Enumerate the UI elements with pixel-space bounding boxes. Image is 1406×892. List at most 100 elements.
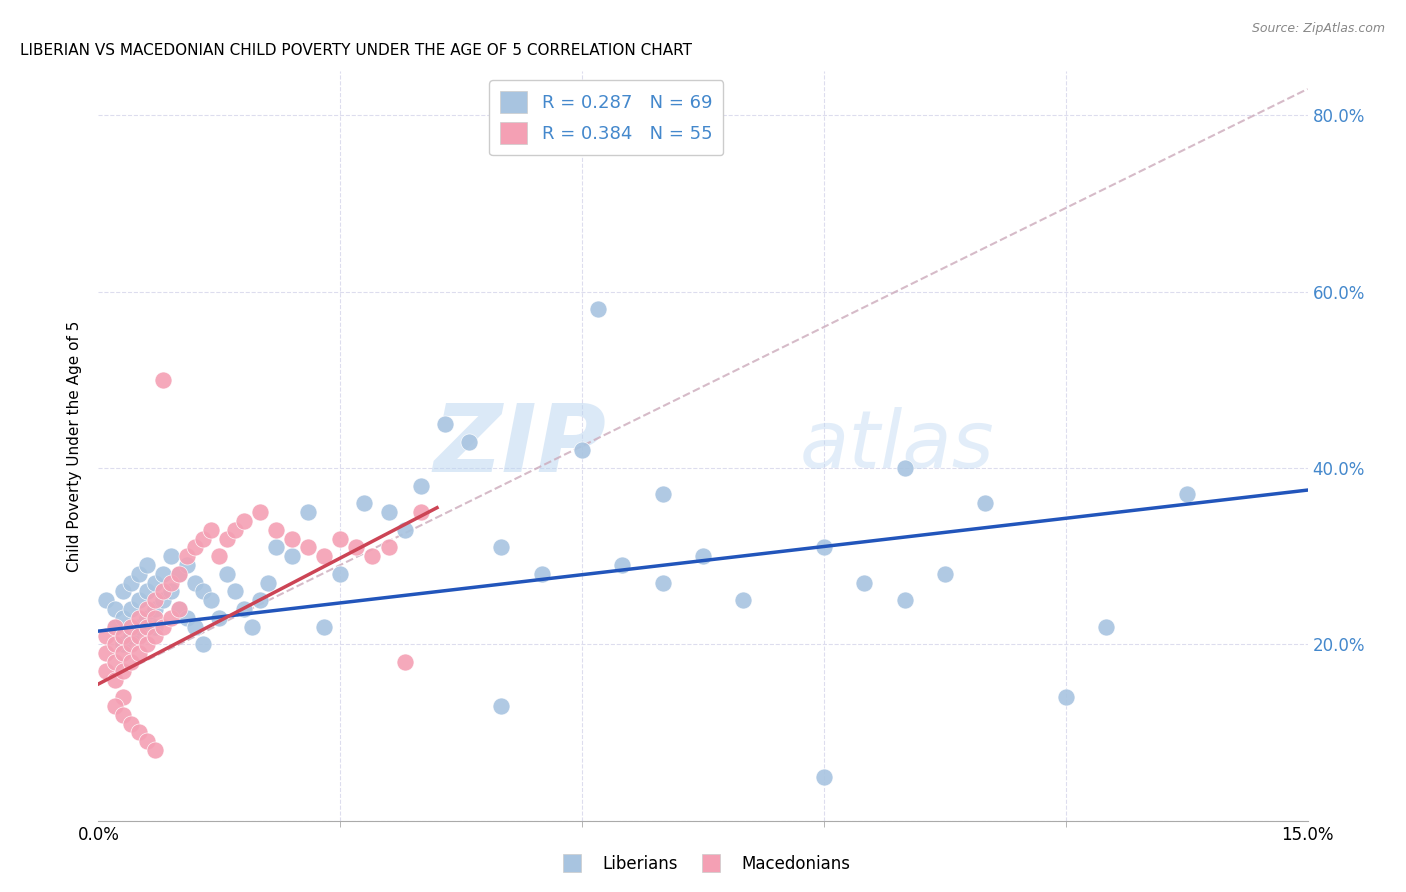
Point	[314, 549, 336, 564]
Text: LIBERIAN VS MACEDONIAN CHILD POVERTY UNDER THE AGE OF 5 CORRELATION CHART: LIBERIAN VS MACEDONIAN CHILD POVERTY UND…	[20, 43, 692, 58]
Point	[458, 434, 481, 449]
Point	[208, 549, 231, 564]
Point	[152, 593, 174, 607]
Point	[96, 646, 118, 660]
Point	[167, 602, 190, 616]
Point	[135, 558, 157, 572]
Text: ZIP: ZIP	[433, 400, 606, 492]
Y-axis label: Child Poverty Under the Age of 5: Child Poverty Under the Age of 5	[67, 320, 83, 572]
Point	[135, 611, 157, 625]
Point	[200, 523, 222, 537]
Point	[111, 707, 134, 722]
Point	[200, 593, 222, 607]
Point	[143, 620, 166, 634]
Point	[96, 628, 118, 642]
Point	[103, 699, 125, 714]
Point	[120, 655, 142, 669]
Point	[152, 620, 174, 634]
Point	[128, 628, 150, 642]
Point	[813, 541, 835, 555]
Point	[491, 541, 513, 555]
Point	[143, 593, 166, 607]
Point	[143, 575, 166, 590]
Point	[128, 646, 150, 660]
Point	[143, 743, 166, 757]
Point	[329, 532, 352, 546]
Point	[160, 584, 183, 599]
Point	[167, 566, 190, 581]
Point	[152, 373, 174, 387]
Point	[733, 593, 755, 607]
Point	[353, 496, 375, 510]
Point	[143, 628, 166, 642]
Point	[103, 602, 125, 616]
Point	[103, 655, 125, 669]
Point	[120, 620, 142, 634]
Point	[586, 302, 609, 317]
Point	[651, 487, 673, 501]
Point	[217, 532, 239, 546]
Point	[264, 523, 287, 537]
Point	[208, 611, 231, 625]
Point	[120, 628, 142, 642]
Point	[160, 575, 183, 590]
Point	[974, 496, 997, 510]
Point	[240, 620, 263, 634]
Point	[184, 620, 207, 634]
Legend: Liberians, Macedonians: Liberians, Macedonians	[550, 848, 856, 880]
Point	[103, 637, 125, 651]
Point	[120, 637, 142, 651]
Point	[184, 541, 207, 555]
Point	[249, 593, 271, 607]
Point	[530, 566, 553, 581]
Point	[111, 628, 134, 642]
Point	[692, 549, 714, 564]
Point	[167, 566, 190, 581]
Point	[813, 770, 835, 784]
Point	[152, 566, 174, 581]
Point	[394, 655, 416, 669]
Text: Source: ZipAtlas.com: Source: ZipAtlas.com	[1251, 22, 1385, 36]
Point	[232, 514, 254, 528]
Point	[394, 523, 416, 537]
Point	[434, 417, 457, 431]
Point	[612, 558, 634, 572]
Point	[176, 549, 198, 564]
Point	[651, 575, 673, 590]
Point	[217, 566, 239, 581]
Point	[120, 716, 142, 731]
Point	[128, 620, 150, 634]
Point	[96, 593, 118, 607]
Point	[128, 566, 150, 581]
Point	[96, 664, 118, 678]
Point	[135, 637, 157, 651]
Point	[1175, 487, 1198, 501]
Point	[103, 620, 125, 634]
Point	[184, 575, 207, 590]
Point	[176, 611, 198, 625]
Point	[160, 611, 183, 625]
Point	[232, 602, 254, 616]
Point	[128, 725, 150, 739]
Point	[167, 602, 190, 616]
Point	[224, 584, 246, 599]
Point	[135, 584, 157, 599]
Point	[377, 541, 399, 555]
Point	[256, 575, 278, 590]
Point	[111, 690, 134, 705]
Point	[264, 541, 287, 555]
Point	[135, 734, 157, 748]
Point	[193, 637, 215, 651]
Point	[120, 575, 142, 590]
Point	[314, 620, 336, 634]
Point	[934, 566, 956, 581]
Text: atlas: atlas	[800, 407, 994, 485]
Point	[135, 602, 157, 616]
Point	[409, 505, 432, 519]
Point	[111, 646, 134, 660]
Point	[329, 566, 352, 581]
Point	[249, 505, 271, 519]
Point	[128, 611, 150, 625]
Point	[491, 699, 513, 714]
Point	[160, 549, 183, 564]
